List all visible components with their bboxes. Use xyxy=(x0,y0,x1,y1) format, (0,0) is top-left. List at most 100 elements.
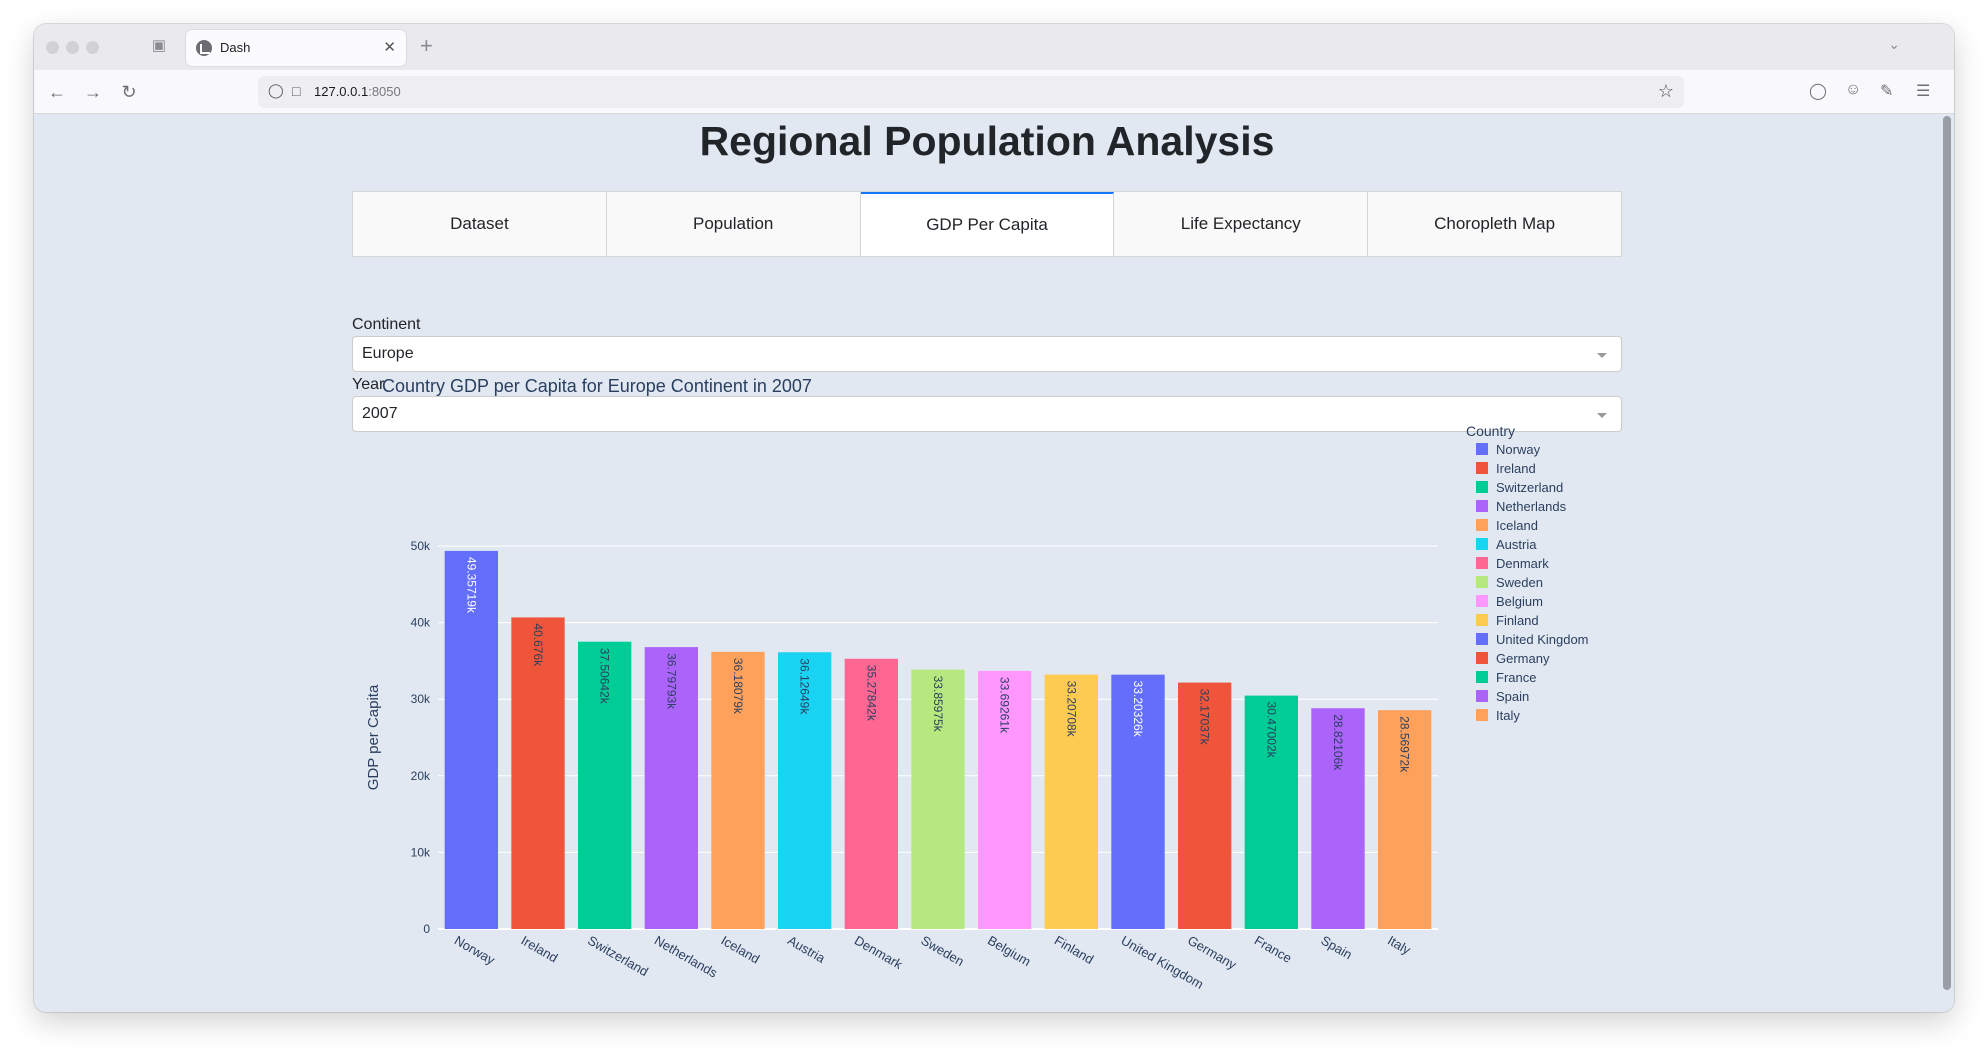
forward-arrow-icon[interactable]: → xyxy=(84,82,102,102)
legend-swatch xyxy=(1476,671,1488,683)
dropdown-arrow-icon[interactable] xyxy=(1597,353,1607,358)
legend-swatch xyxy=(1476,709,1488,721)
legend-item: Sweden xyxy=(1496,575,1543,590)
bar-sweden xyxy=(911,669,965,929)
x-tick-label: Norway xyxy=(452,933,498,968)
bar-austria xyxy=(778,652,832,929)
dropdown-arrow-icon[interactable] xyxy=(1597,413,1607,418)
account-icon[interactable]: ☺ xyxy=(1845,81,1862,98)
url-text[interactable]: 127.0.0.1:8050 xyxy=(314,84,401,99)
legend-item: Belgium xyxy=(1496,594,1543,609)
legend-item: Ireland xyxy=(1496,461,1536,476)
zoom-window-button[interactable] xyxy=(86,41,99,54)
continent-label: Continent xyxy=(352,316,421,333)
bar-value-label: 33.20708k xyxy=(1064,681,1078,738)
menu-icon[interactable]: ☰ xyxy=(1916,83,1931,100)
chevron-down-icon[interactable]: ⌄ xyxy=(1888,36,1900,52)
bar-iceland xyxy=(711,651,765,929)
pocket-icon[interactable]: ◯ xyxy=(1809,83,1827,100)
browser-toolbar: ← → ↻ ◯ □ 127.0.0.1:8050 ☆ ◯ ☺ ✎ ☰ xyxy=(34,70,1954,114)
bar-finland xyxy=(1044,674,1098,929)
browser-window: ▣ Dash ✕ + ⌄ ← → ↻ ◯ □ 127.0.0.1:8050 ☆ … xyxy=(34,24,1954,1012)
bar-switzerland xyxy=(578,641,632,929)
browser-tabstrip: ▣ Dash ✕ + ⌄ xyxy=(34,24,1954,70)
x-tick-label: Italy xyxy=(1385,933,1414,958)
bar-united-kingdom xyxy=(1111,674,1165,929)
legend-item: Switzerland xyxy=(1496,480,1563,495)
legend-swatch xyxy=(1476,481,1488,493)
shield-icon[interactable]: ◯ xyxy=(268,82,284,98)
url-port: :8050 xyxy=(368,84,401,99)
bar-netherlands xyxy=(644,647,698,929)
legend-swatch xyxy=(1476,633,1488,645)
bar-value-label: 32.17037k xyxy=(1198,689,1212,746)
browser-tab-dash[interactable]: Dash ✕ xyxy=(186,30,406,66)
x-tick-label: Iceland xyxy=(719,933,763,967)
gdp-bar-chart: 0 10k 20k 30k 40k 50k GDP per Capita 49.35719k N… xyxy=(365,423,1589,992)
legend-item: United Kingdom xyxy=(1496,632,1589,647)
legend-swatch xyxy=(1476,500,1488,512)
bar-value-label: 35.27842k xyxy=(864,665,878,722)
x-tick-label: Germany xyxy=(1185,933,1239,973)
tab-overview-icon[interactable]: ▣ xyxy=(151,37,167,54)
year-dropdown[interactable]: 2007 xyxy=(352,396,1622,432)
continent-dropdown[interactable]: Europe xyxy=(352,336,1622,372)
back-arrow-icon[interactable]: ← xyxy=(48,82,66,102)
extensions-icon[interactable]: ✎ xyxy=(1880,83,1894,100)
bar-france xyxy=(1244,695,1298,929)
tab-population[interactable]: Population xyxy=(606,192,861,256)
y-tick-label: 0 xyxy=(423,922,430,936)
x-tick-label: Ireland xyxy=(519,933,561,966)
legend-swatch xyxy=(1476,557,1488,569)
y-tick-label: 30k xyxy=(411,692,431,706)
close-tab-icon[interactable]: ✕ xyxy=(383,39,396,56)
bar-value-label: 49.35719k xyxy=(464,557,478,614)
legend-item: France xyxy=(1496,670,1536,685)
legend-swatch xyxy=(1476,538,1488,550)
scrollbar-thumb[interactable] xyxy=(1943,116,1951,990)
x-tick-label: Switzerland xyxy=(585,933,651,980)
tab-dataset[interactable]: Dataset xyxy=(353,192,607,256)
bar-germany xyxy=(1178,682,1232,929)
y-tick-label: 20k xyxy=(411,769,431,783)
tab-choropleth-map[interactable]: Choropleth Map xyxy=(1368,192,1621,256)
legend-item: Germany xyxy=(1496,651,1550,666)
legend-title: Country xyxy=(1466,423,1515,439)
page-icon: □ xyxy=(292,83,301,99)
x-tick-label: Finland xyxy=(1052,933,1096,967)
legend-swatch xyxy=(1476,576,1488,588)
tab-gdp-per-capita[interactable]: GDP Per Capita xyxy=(860,192,1115,256)
url-host: 127.0.0.1 xyxy=(314,84,369,99)
page-content: Regional Population Analysis Dataset Pop… xyxy=(34,114,1940,1012)
bookmark-star-icon[interactable]: ☆ xyxy=(1657,81,1674,101)
x-tick-label: Austria xyxy=(785,933,828,967)
legend-swatch xyxy=(1476,462,1488,474)
reload-icon[interactable]: ↻ xyxy=(121,82,137,102)
chart-title: Country GDP per Capita for Europe Contin… xyxy=(382,376,812,396)
app-tabs: Dataset Population GDP Per Capita Life E… xyxy=(352,191,1622,257)
bar-value-label: 30.47002k xyxy=(1264,702,1278,759)
legend-item: Italy xyxy=(1496,708,1520,723)
minimize-window-button[interactable] xyxy=(66,41,79,54)
legend-swatch xyxy=(1476,614,1488,626)
close-window-button[interactable] xyxy=(46,41,59,54)
bar-value-label: 40.676k xyxy=(531,623,545,667)
x-tick-label: Sweden xyxy=(919,933,967,969)
bar-italy xyxy=(1378,710,1432,929)
legend-item: Iceland xyxy=(1496,518,1538,533)
address-bar[interactable]: ◯ □ 127.0.0.1:8050 ☆ xyxy=(258,76,1684,108)
legend-swatch xyxy=(1476,652,1488,664)
tab-life-expectancy[interactable]: Life Expectancy xyxy=(1114,192,1369,256)
dash-favicon-icon xyxy=(196,40,212,56)
bar-norway xyxy=(444,550,498,929)
x-tick-label: France xyxy=(1252,933,1295,966)
x-tick-label: Denmark xyxy=(852,933,906,973)
bar-ireland xyxy=(511,617,565,929)
y-tick-label: 40k xyxy=(411,616,431,630)
new-tab-icon[interactable]: + xyxy=(420,33,433,58)
legend-item: Finland xyxy=(1496,613,1539,628)
legend-swatch xyxy=(1476,595,1488,607)
legend-item: Austria xyxy=(1496,537,1537,552)
y-tick-label: 50k xyxy=(411,539,431,553)
page-scrollbar[interactable] xyxy=(1940,114,1954,1012)
